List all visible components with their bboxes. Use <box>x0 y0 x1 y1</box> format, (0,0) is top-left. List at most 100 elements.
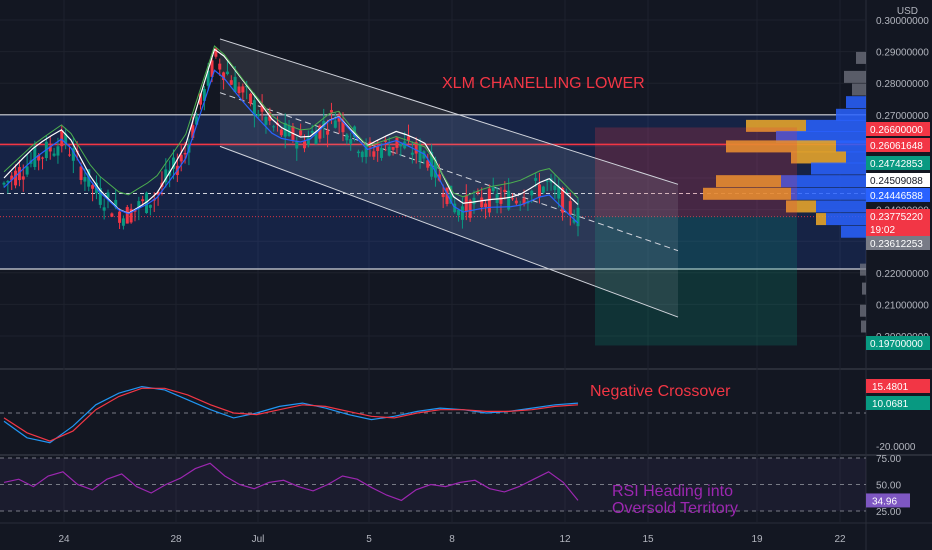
candle-body[interactable] <box>453 203 457 213</box>
candle-body[interactable] <box>572 219 576 223</box>
candle-body[interactable] <box>37 155 41 161</box>
candle-body[interactable] <box>48 146 52 152</box>
candle-body[interactable] <box>487 188 491 213</box>
candle-body[interactable] <box>406 136 410 141</box>
channel-mid-line[interactable] <box>219 92 679 252</box>
candle-body[interactable] <box>445 187 449 205</box>
candle-body[interactable] <box>557 186 561 199</box>
candle-body[interactable] <box>318 125 322 139</box>
price-tag[interactable] <box>866 173 930 187</box>
candle-body[interactable] <box>249 93 253 104</box>
candle-body[interactable] <box>391 146 395 150</box>
candle-body[interactable] <box>457 209 461 216</box>
candle-body[interactable] <box>472 197 476 205</box>
candle-body[interactable] <box>225 71 229 75</box>
candle-body[interactable] <box>380 148 384 158</box>
candle-body[interactable] <box>468 200 472 218</box>
candle-body[interactable] <box>387 146 391 156</box>
candle-body[interactable] <box>172 157 176 169</box>
candle-body[interactable] <box>414 142 418 154</box>
candle-body[interactable] <box>395 137 399 148</box>
candle-body[interactable] <box>460 206 464 220</box>
candle-body[interactable] <box>179 154 183 162</box>
candle-body[interactable] <box>437 174 441 181</box>
candle-body[interactable] <box>484 203 488 208</box>
candle-body[interactable] <box>17 167 21 181</box>
candle-body[interactable] <box>576 207 580 227</box>
candle-body[interactable] <box>507 190 511 210</box>
candle-body[interactable] <box>191 125 195 138</box>
candle-body[interactable] <box>133 210 137 212</box>
macd-pane[interactable] <box>0 370 866 454</box>
candle-body[interactable] <box>383 139 387 142</box>
candle-body[interactable] <box>148 204 152 208</box>
candle-body[interactable] <box>129 208 133 223</box>
candle-body[interactable] <box>91 185 95 189</box>
candle-body[interactable] <box>241 86 245 93</box>
candle-body[interactable] <box>114 199 118 208</box>
candle-body[interactable] <box>25 166 29 175</box>
candle-body[interactable] <box>433 159 437 178</box>
candle-body[interactable] <box>256 114 260 116</box>
candle-body[interactable] <box>522 198 526 205</box>
candle-body[interactable] <box>67 154 71 156</box>
candle-body[interactable] <box>329 110 333 113</box>
candle-body[interactable] <box>499 197 503 204</box>
candle-body[interactable] <box>260 104 264 112</box>
candle-body[interactable] <box>399 143 403 147</box>
candle-body[interactable] <box>410 152 414 155</box>
candle-body[interactable] <box>6 180 10 183</box>
candle-body[interactable] <box>121 218 125 226</box>
candle-body[interactable] <box>2 182 6 185</box>
rsi-value-tag[interactable] <box>866 493 910 508</box>
price-tag[interactable] <box>866 156 930 170</box>
candle-body[interactable] <box>299 130 303 136</box>
candle-body[interactable] <box>125 207 129 224</box>
candle-body[interactable] <box>202 88 206 101</box>
candle-body[interactable] <box>333 120 337 128</box>
candle-body[interactable] <box>345 134 349 141</box>
candle-body[interactable] <box>376 146 380 151</box>
candle-body[interactable] <box>322 121 326 128</box>
candle-body[interactable] <box>561 188 565 213</box>
price-tag[interactable] <box>866 236 930 250</box>
candle-body[interactable] <box>71 148 75 161</box>
target-zone[interactable] <box>595 216 797 346</box>
candle-body[interactable] <box>14 170 18 186</box>
candle-body[interactable] <box>118 211 122 223</box>
candle-body[interactable] <box>198 93 202 105</box>
candle-body[interactable] <box>530 190 534 196</box>
candle-body[interactable] <box>264 117 268 125</box>
stop-zone[interactable] <box>595 127 797 217</box>
candle-body[interactable] <box>21 176 25 180</box>
candle-body[interactable] <box>568 201 572 214</box>
candle-body[interactable] <box>279 129 283 136</box>
candle-body[interactable] <box>310 130 314 133</box>
candle-body[interactable] <box>314 132 318 145</box>
candle-body[interactable] <box>306 137 310 145</box>
candle-body[interactable] <box>110 213 114 217</box>
candle-body[interactable] <box>491 187 495 192</box>
candle-body[interactable] <box>287 125 291 137</box>
candle-body[interactable] <box>60 130 64 147</box>
candle-body[interactable] <box>183 152 187 155</box>
candle-body[interactable] <box>422 151 426 159</box>
candle-body[interactable] <box>252 100 256 116</box>
candle-body[interactable] <box>79 166 83 180</box>
candle-body[interactable] <box>272 126 276 128</box>
candle-body[interactable] <box>141 199 145 202</box>
price-tag[interactable] <box>866 122 930 136</box>
candle-body[interactable] <box>537 184 541 197</box>
candle-body[interactable] <box>337 115 341 122</box>
candle-body[interactable] <box>541 186 545 193</box>
candle-body[interactable] <box>102 207 106 211</box>
macd-value-tag[interactable] <box>866 379 930 393</box>
channel-upper-line[interactable] <box>219 38 679 185</box>
macd-value-tag[interactable] <box>866 396 930 410</box>
price-tag[interactable] <box>866 209 930 223</box>
candle-body[interactable] <box>418 145 422 162</box>
channel-lower-line[interactable] <box>219 145 679 318</box>
candle-body[interactable] <box>98 187 102 205</box>
candle-body[interactable] <box>214 48 218 57</box>
